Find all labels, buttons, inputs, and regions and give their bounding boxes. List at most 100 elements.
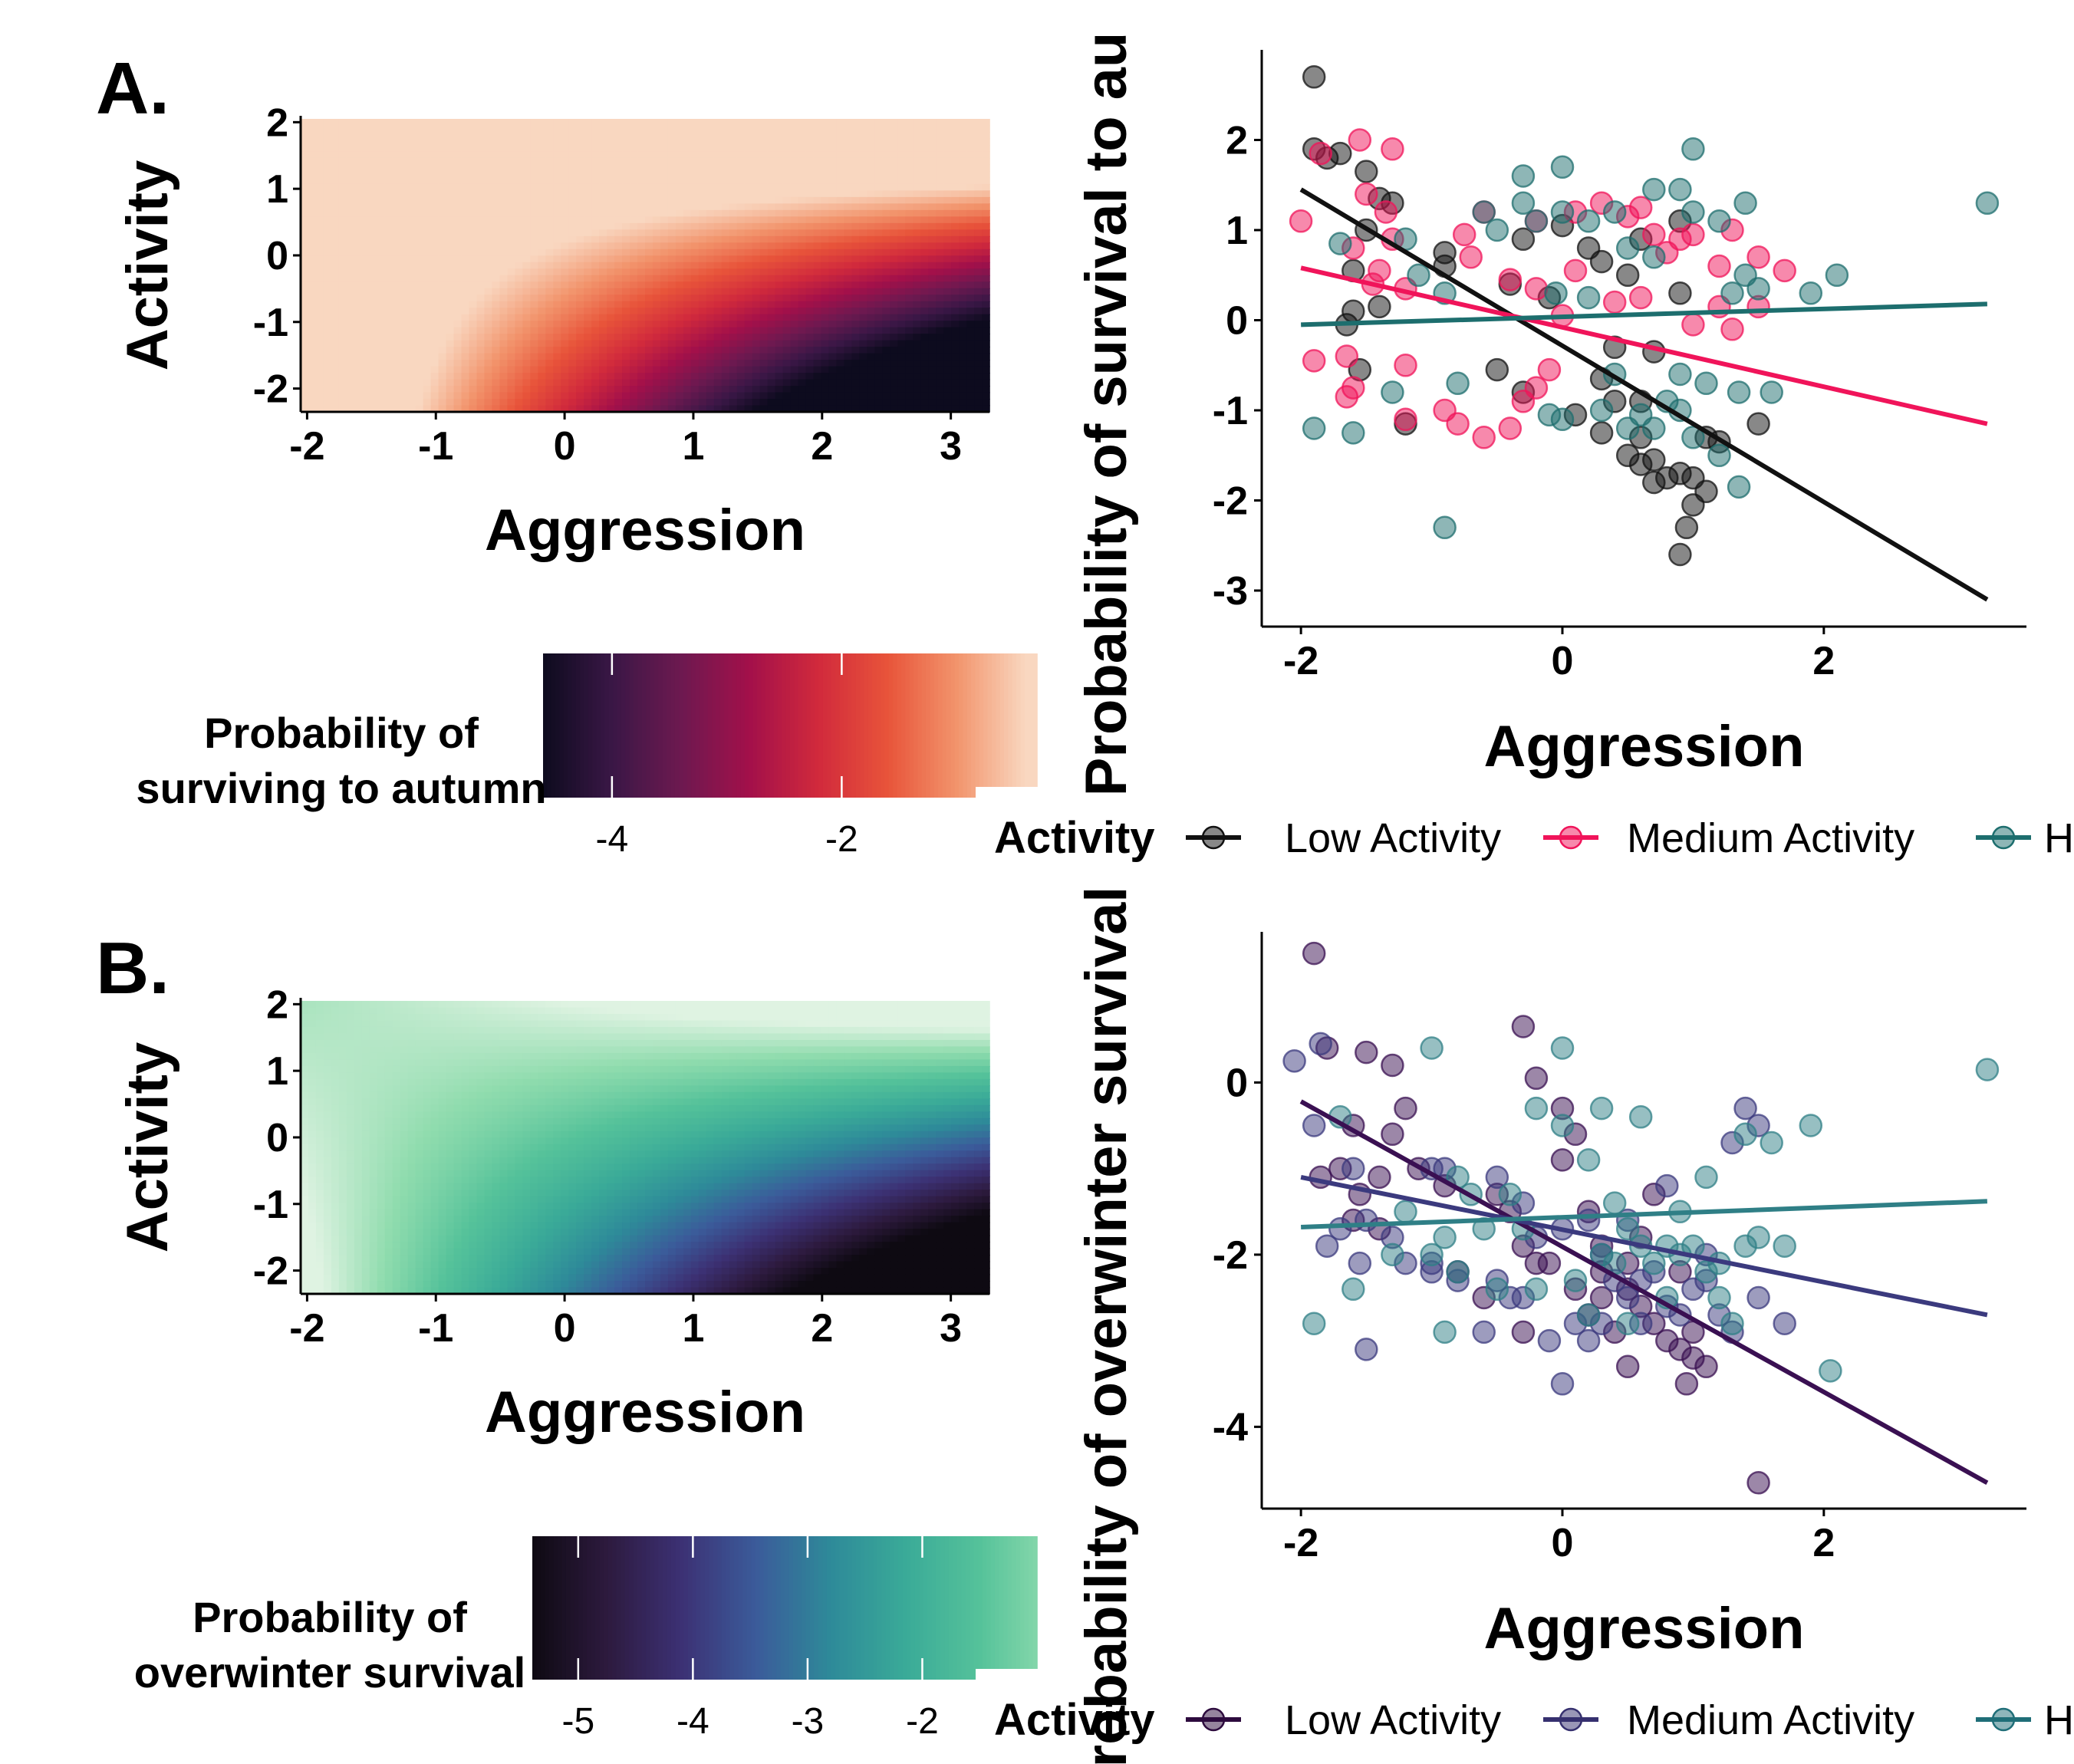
heatmap-cell [369, 1078, 378, 1087]
heatmap-cell [759, 248, 769, 257]
heatmap-cell [346, 1196, 355, 1203]
heatmap-cell [377, 1078, 386, 1087]
heatmap-cell [607, 340, 615, 347]
colorbar-segment [613, 653, 618, 798]
heatmap-cell [331, 1203, 340, 1210]
heatmap-cell [759, 222, 769, 231]
heatmap-cell [890, 131, 899, 140]
heatmap-cell [683, 308, 692, 315]
heatmap-cell [584, 151, 592, 159]
heatmap-cell [660, 177, 669, 185]
heatmap-cell [323, 209, 332, 218]
heatmap-cell [767, 308, 776, 315]
heatmap-cell [576, 281, 584, 289]
heatmap-cell [415, 262, 424, 270]
heatmap-cell [423, 301, 432, 308]
heatmap-cell [622, 119, 630, 127]
heatmap-cell [905, 125, 914, 133]
heatmap-cell [484, 327, 493, 334]
heatmap-cell [361, 196, 370, 205]
heatmap-cell [675, 164, 684, 172]
heatmap-cell [346, 1157, 355, 1165]
heatmap-cell [538, 360, 547, 367]
heatmap-cell [369, 157, 378, 166]
heatmap-cell [683, 334, 692, 341]
heatmap-cell [361, 183, 370, 192]
heatmap-cell [538, 119, 547, 127]
heatmap-cell [905, 216, 914, 224]
heatmap-cell [729, 151, 738, 159]
heatmap-cell [813, 196, 822, 205]
heatmap-cell [959, 144, 967, 153]
heatmap-cell [346, 275, 355, 283]
heatmap-cell [736, 196, 746, 205]
heatmap-cell [706, 196, 715, 205]
heatmap-cell [377, 1268, 386, 1275]
heatmap-cell [959, 131, 967, 140]
heatmap-cell [346, 222, 355, 231]
heatmap-cell [966, 255, 975, 263]
heatmap-cell [453, 347, 463, 354]
heatmap-cell [392, 1183, 401, 1190]
heatmap-cell [492, 248, 501, 257]
heatmap-cell [645, 347, 653, 354]
heatmap-cell [392, 1287, 401, 1295]
heatmap-cell [415, 157, 424, 166]
heatmap-cell [338, 1033, 347, 1041]
heatmap-cell [974, 119, 983, 127]
heatmap-cell [469, 255, 478, 263]
heatmap-cell [484, 119, 493, 127]
heatmap-cell [361, 209, 370, 218]
heatmap-cell [928, 314, 937, 321]
heatmap-cell [453, 216, 463, 224]
heatmap-cell [729, 170, 738, 179]
heatmap-cell [407, 138, 416, 146]
heatmap-cell [759, 373, 769, 380]
heatmap-cell [469, 353, 478, 360]
colorbar-segment [732, 653, 738, 798]
heatmap-cell [392, 1065, 401, 1074]
heatmap-cell [507, 334, 516, 341]
heatmap-cell [568, 151, 577, 159]
heatmap-cell [959, 327, 967, 334]
heatmap-cell [438, 183, 447, 192]
heatmap-cell [713, 308, 723, 315]
heatmap-cell [354, 119, 363, 127]
heatmap-cell [698, 275, 707, 283]
heatmap-cell [775, 183, 784, 192]
heatmap-cell [607, 222, 615, 231]
heatmap-cell [301, 1039, 309, 1048]
heatmap-cell [346, 157, 355, 166]
heatmap-cell [729, 347, 738, 354]
heatmap-cell [415, 288, 424, 295]
data-point [1550, 200, 1575, 224]
heatmap-cell [790, 170, 799, 179]
heatmap-cell [346, 255, 355, 263]
heatmap-cell [622, 301, 630, 308]
heatmap-cell [790, 295, 799, 302]
heatmap-cell [568, 190, 577, 198]
heatmap-cell [384, 262, 393, 270]
heatmap-cell [690, 170, 700, 179]
heatmap-cell [346, 1281, 355, 1288]
heatmap-cell [384, 1268, 393, 1275]
heatmap-cell [323, 1078, 332, 1087]
heatmap-cell [545, 373, 555, 380]
heatmap-cell [315, 1281, 324, 1288]
heatmap-cell [752, 125, 761, 133]
heatmap-cell [392, 157, 401, 166]
heatmap-cell [905, 295, 914, 302]
heatmap-cell [323, 196, 332, 205]
heatmap-cell [499, 268, 509, 276]
heatmap-cell [377, 1170, 386, 1177]
heatmap-cell [338, 1163, 347, 1171]
heatmap-cell [882, 405, 891, 413]
heatmap-cell [301, 1235, 309, 1242]
heatmap-cell [446, 262, 455, 270]
data-point [1368, 295, 1391, 319]
heatmap-cell [713, 216, 723, 224]
heatmap-cell [338, 321, 347, 328]
y-tick-label: -1 [253, 301, 288, 345]
heatmap-cell [545, 262, 555, 270]
heatmap-cell [851, 392, 861, 400]
